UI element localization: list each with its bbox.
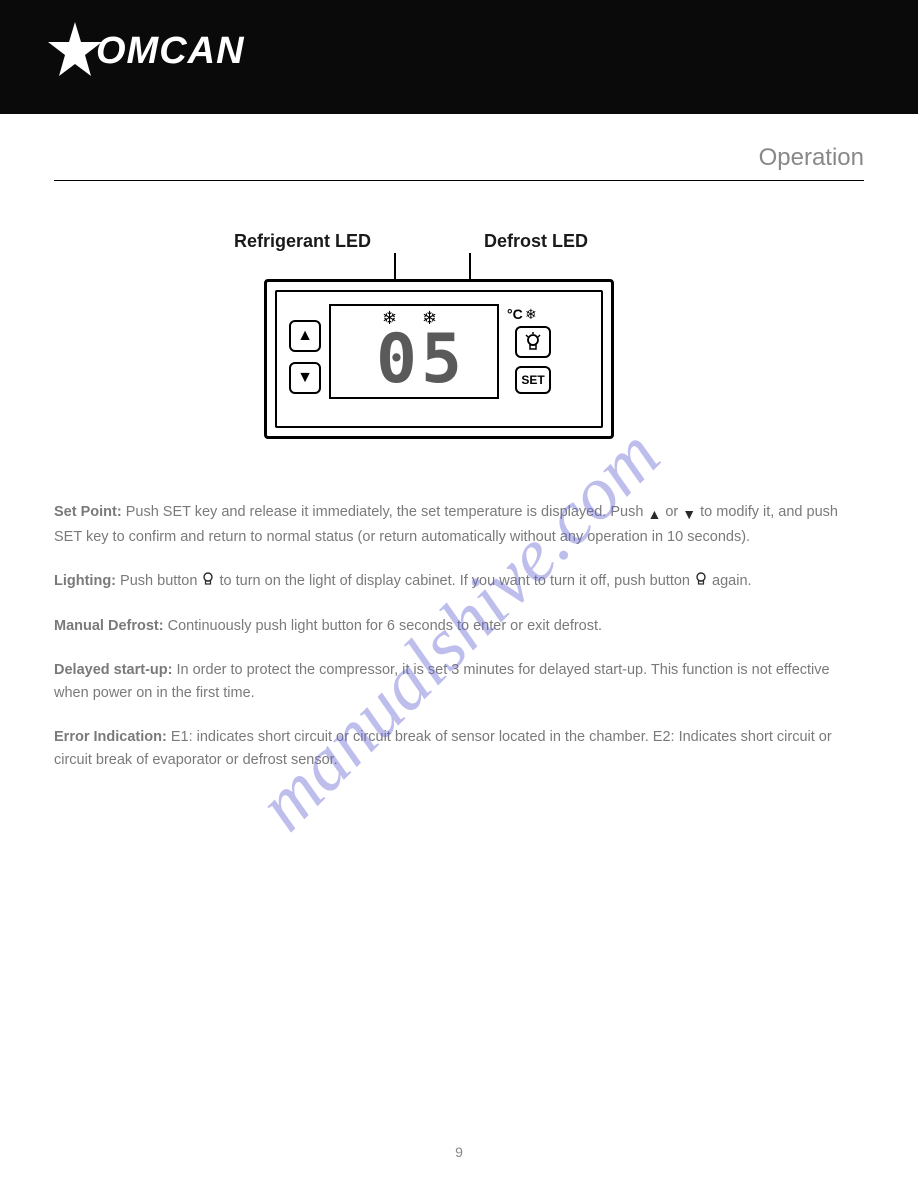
- star-icon: [48, 20, 102, 82]
- text: or: [665, 504, 682, 520]
- text: again.: [712, 573, 752, 589]
- bulb-icon: [201, 571, 215, 589]
- snowflake-icon: ❄: [525, 306, 537, 323]
- text: to turn on the light of display cabinet.…: [220, 573, 695, 589]
- bulb-icon: [524, 332, 542, 352]
- startup-title: Delayed start-up:: [54, 662, 172, 678]
- brand-logo: OMCAN: [48, 20, 245, 82]
- label-defrost-led: Defrost LED: [484, 231, 588, 252]
- paragraph-startup: Delayed start-up: In order to protect th…: [54, 659, 864, 704]
- text: Push button: [120, 573, 201, 589]
- section-title: Operation: [54, 144, 864, 181]
- page-number: 9: [0, 1144, 918, 1160]
- display-digits: 05: [376, 320, 466, 399]
- defrost-title: Manual Defrost:: [54, 618, 164, 634]
- text: Continuously push light button for 6 sec…: [168, 618, 602, 634]
- page-content: Operation Refrigerant LED Defrost LED ❄ …: [0, 144, 918, 771]
- paragraph-lighting: Lighting: Push button to turn on the lig…: [54, 570, 864, 592]
- header-bar: OMCAN: [0, 0, 918, 114]
- lighting-title: Lighting:: [54, 573, 116, 589]
- paragraph-defrost: Manual Defrost: Continuously push light …: [54, 615, 864, 637]
- triangle-up-icon: ▲: [647, 504, 661, 526]
- brand-text: OMCAN: [96, 30, 245, 73]
- lcd-display: 05: [329, 304, 499, 399]
- controller-diagram: Refrigerant LED Defrost LED ❄ ❄ °C ❄ 05 …: [54, 231, 864, 451]
- unit-celsius: °C: [507, 306, 523, 322]
- text: Push SET key and release it immediately,…: [126, 504, 648, 520]
- bulb-icon: [694, 571, 708, 589]
- paragraph-set-point: Set Point: Push SET key and release it i…: [54, 501, 864, 548]
- set-point-title: Set Point:: [54, 504, 122, 520]
- label-refrigerant-led: Refrigerant LED: [234, 231, 371, 252]
- error-title: Error Indication:: [54, 729, 167, 745]
- body-text: Set Point: Push SET key and release it i…: [54, 501, 864, 771]
- up-button[interactable]: ▲: [289, 320, 321, 352]
- paragraph-error: Error Indication: E1: indicates short ci…: [54, 726, 864, 771]
- down-button[interactable]: ▼: [289, 362, 321, 394]
- controller-panel: ❄ ❄ °C ❄ 05 ▲ ▼ SET: [264, 279, 614, 439]
- light-button[interactable]: [515, 326, 551, 358]
- text: E1: indicates short circuit or circuit b…: [54, 729, 832, 767]
- set-button[interactable]: SET: [515, 366, 551, 394]
- triangle-down-icon: ▼: [682, 504, 696, 526]
